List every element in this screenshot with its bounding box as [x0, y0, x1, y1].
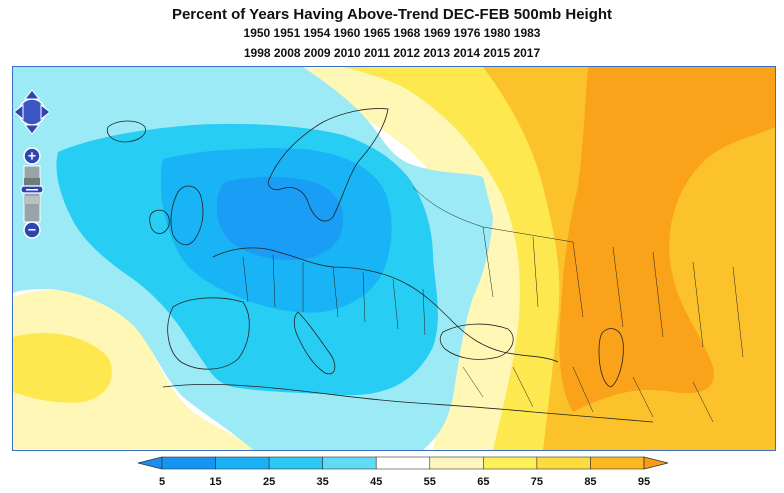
colorbar-under-triangle	[137, 456, 163, 470]
map-panel[interactable]	[12, 66, 776, 451]
colorbar-tick-label: 65	[477, 476, 489, 488]
colorbar-tick-label: 45	[370, 476, 382, 488]
contour-5-15-core	[216, 176, 344, 261]
colorbar-segment	[590, 456, 645, 470]
colorbar-tick-label: 35	[317, 476, 329, 488]
colorbar-over-triangle	[643, 456, 669, 470]
years-line-1: 1950 1951 1954 1960 1965 1968 1969 1976 …	[243, 26, 541, 40]
colorbar-tick-label: 55	[424, 476, 436, 488]
colorbar-tick-label: 15	[209, 476, 221, 488]
contour-85-95-east	[559, 67, 775, 412]
map-title: Percent of Years Having Above-Trend DEC-…	[171, 6, 613, 23]
years-line-2: 1998 2008 2009 2010 2011 2012 2013 2014 …	[243, 46, 541, 60]
zoom-in-label: +	[28, 148, 36, 164]
map-navigation-control: + −	[13, 88, 51, 240]
colorbar-segment	[161, 456, 216, 470]
colorbar-segment	[375, 456, 431, 470]
colorbar-segment	[483, 456, 538, 470]
zoom-slider-handle[interactable]	[20, 185, 44, 194]
colorbar-segment	[215, 456, 270, 470]
zoom-slider-track[interactable]	[23, 165, 41, 223]
contour-65-75-southwest	[13, 333, 112, 403]
zoom-out-label: −	[28, 222, 36, 238]
coastlines	[106, 108, 744, 423]
contour-55-65-southwest	[13, 289, 253, 450]
colorbar-segment	[429, 456, 484, 470]
zoom-in-button[interactable]: +	[23, 147, 41, 165]
colorbar-tick-label: 25	[263, 476, 275, 488]
zoom-out-button[interactable]: −	[23, 221, 41, 239]
colorbar-legend: 5 15 25 35 45 55 65 75 85 95	[136, 456, 670, 488]
colorbar-segment	[268, 456, 323, 470]
colorbar-segment	[536, 456, 591, 470]
colorbar-segment	[322, 456, 377, 470]
colorbar-tick-label: 95	[638, 476, 650, 488]
pan-arrows-icon[interactable]	[13, 89, 51, 135]
colorbar-tick-label: 85	[584, 476, 596, 488]
colorbar-tick-label: 75	[531, 476, 543, 488]
map-canvas[interactable]	[13, 67, 775, 450]
colorbar-svg: 5 15 25 35 45 55 65 75 85 95	[137, 456, 669, 488]
colorbar-tick-label: 5	[159, 476, 165, 488]
